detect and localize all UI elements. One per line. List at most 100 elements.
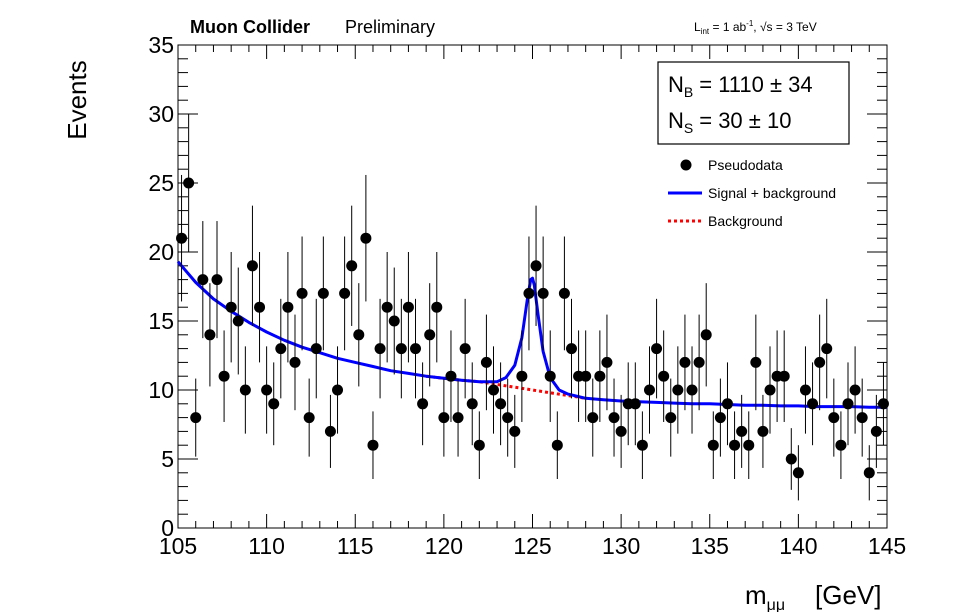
data-point bbox=[381, 252, 393, 363]
data-point bbox=[466, 362, 478, 446]
data-point bbox=[218, 330, 230, 422]
axis-ticks bbox=[177, 44, 888, 529]
data-marker bbox=[792, 467, 804, 479]
data-point bbox=[849, 346, 861, 434]
svg-text:[GeV]: [GeV] bbox=[815, 580, 881, 610]
data-marker bbox=[587, 412, 599, 424]
data-marker bbox=[665, 412, 677, 424]
data-point bbox=[608, 378, 620, 457]
status-label: Preliminary bbox=[345, 17, 435, 37]
x-tick-label: 145 bbox=[868, 533, 906, 559]
data-marker bbox=[480, 356, 492, 368]
x-axis-label: mμμ [GeV] bbox=[745, 580, 881, 612]
data-point bbox=[863, 445, 875, 501]
data-point bbox=[246, 205, 258, 326]
x-tick-label: 130 bbox=[602, 533, 640, 559]
data-point bbox=[339, 236, 351, 351]
data-point bbox=[707, 411, 719, 480]
data-marker bbox=[282, 301, 294, 313]
data-marker bbox=[686, 384, 698, 396]
data-marker bbox=[835, 439, 847, 451]
data-point bbox=[431, 252, 443, 363]
data-point bbox=[651, 298, 663, 399]
data-point bbox=[629, 362, 641, 446]
legend: Pseudodata Signal + background Backgroun… bbox=[668, 157, 836, 229]
data-marker bbox=[254, 301, 266, 313]
data-point bbox=[254, 252, 266, 363]
data-marker bbox=[502, 412, 514, 424]
data-point bbox=[239, 346, 251, 434]
data-marker bbox=[764, 384, 776, 396]
data-point bbox=[792, 445, 804, 501]
data-point bbox=[544, 330, 556, 422]
data-point bbox=[537, 236, 549, 351]
data-marker bbox=[544, 370, 556, 382]
data-marker bbox=[615, 425, 627, 437]
data-point bbox=[261, 346, 273, 434]
y-tick-label: 0 bbox=[161, 515, 174, 541]
data-marker bbox=[807, 398, 819, 410]
data-marker bbox=[672, 384, 684, 396]
data-marker bbox=[232, 315, 244, 327]
data-marker bbox=[870, 425, 882, 437]
data-marker bbox=[551, 439, 563, 451]
data-point bbox=[643, 346, 655, 434]
x-tick-label: 115 bbox=[337, 533, 374, 559]
data-marker bbox=[629, 398, 641, 410]
data-marker bbox=[367, 439, 379, 451]
data-marker bbox=[261, 384, 273, 396]
data-point bbox=[558, 236, 570, 351]
data-point bbox=[225, 252, 237, 363]
data-point bbox=[842, 362, 854, 446]
data-marker bbox=[381, 301, 393, 313]
data-marker bbox=[395, 343, 407, 355]
data-point bbox=[296, 236, 308, 351]
data-point bbox=[495, 362, 507, 446]
data-point bbox=[835, 411, 847, 480]
data-marker bbox=[743, 439, 755, 451]
data-point bbox=[176, 174, 188, 302]
data-point bbox=[332, 346, 344, 434]
data-point bbox=[502, 378, 514, 457]
data-point bbox=[410, 298, 422, 399]
data-marker bbox=[176, 232, 188, 244]
data-marker bbox=[530, 260, 542, 272]
data-marker bbox=[537, 287, 549, 299]
data-marker bbox=[211, 274, 223, 286]
data-point bbox=[828, 378, 840, 457]
data-marker bbox=[863, 467, 875, 479]
data-marker bbox=[651, 343, 663, 355]
data-point bbox=[821, 298, 833, 399]
data-marker bbox=[488, 384, 500, 396]
data-point bbox=[523, 236, 535, 351]
data-point bbox=[452, 378, 464, 457]
data-point bbox=[197, 221, 209, 339]
data-point bbox=[530, 205, 542, 326]
data-marker bbox=[332, 384, 344, 396]
data-marker bbox=[580, 370, 592, 382]
data-marker bbox=[339, 287, 351, 299]
data-marker bbox=[877, 398, 889, 410]
data-marker bbox=[374, 343, 386, 355]
data-marker bbox=[402, 301, 414, 313]
data-marker bbox=[523, 287, 535, 299]
data-point bbox=[367, 411, 379, 480]
data-point bbox=[211, 221, 223, 339]
data-point bbox=[686, 346, 698, 434]
data-point bbox=[594, 330, 606, 422]
data-marker bbox=[785, 453, 797, 465]
data-point bbox=[360, 174, 372, 302]
data-point bbox=[190, 378, 202, 457]
data-marker bbox=[516, 370, 528, 382]
data-marker bbox=[565, 343, 577, 355]
data-marker bbox=[190, 412, 202, 424]
data-point bbox=[714, 378, 726, 457]
data-marker bbox=[324, 425, 336, 437]
pseudodata-points bbox=[176, 114, 889, 501]
data-marker bbox=[246, 260, 258, 272]
data-point bbox=[374, 298, 386, 399]
data-marker bbox=[849, 384, 861, 396]
y-tick-label: 30 bbox=[148, 101, 174, 127]
data-point bbox=[289, 314, 301, 411]
x-tick-label: 110 bbox=[248, 533, 285, 559]
